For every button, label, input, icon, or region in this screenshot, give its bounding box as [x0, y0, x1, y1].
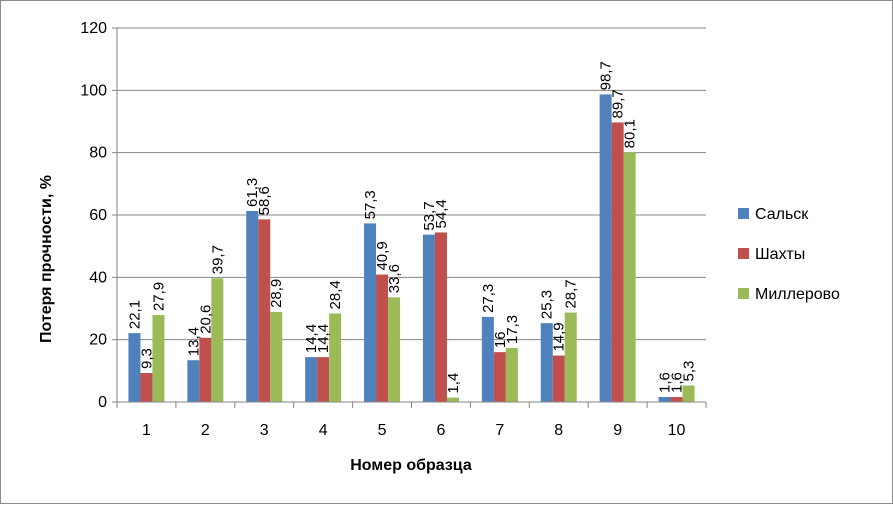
bar — [599, 94, 612, 402]
data-label: 89,7 — [610, 89, 627, 118]
data-label: 28,7 — [563, 279, 580, 308]
data-label: 54,4 — [433, 199, 450, 228]
bar — [422, 234, 435, 402]
data-label: 57,3 — [362, 190, 379, 219]
data-label: 1,4 — [445, 373, 462, 394]
bars — [128, 94, 695, 402]
data-label: 25,3 — [539, 290, 556, 319]
bar — [434, 232, 447, 402]
data-label: 14,4 — [315, 324, 332, 353]
x-tick-label: 2 — [201, 422, 210, 439]
data-label: 1,6 — [669, 372, 686, 393]
y-tick-label: 120 — [80, 20, 107, 37]
y-tick-label: 80 — [89, 145, 107, 162]
x-tick-label: 3 — [260, 422, 269, 439]
data-label: 14,9 — [551, 322, 568, 351]
x-axis-ticks: 1 2 3 4 5 6 7 8 9 10 — [116, 402, 707, 439]
x-tick-label: 7 — [495, 422, 504, 439]
bar — [128, 333, 141, 402]
bar — [211, 278, 224, 402]
bar — [540, 323, 553, 402]
data-label: 14,4 — [303, 324, 320, 353]
x-tick-label: 4 — [319, 422, 328, 439]
data-label: 39,7 — [209, 245, 226, 274]
x-axis-title: Номер образца — [350, 457, 472, 474]
data-label: 9,3 — [138, 348, 155, 369]
y-tick-label: 40 — [89, 269, 107, 286]
data-label: 33,6 — [386, 264, 403, 293]
bar — [670, 397, 683, 402]
x-tick-label: 5 — [378, 422, 387, 439]
bar — [505, 348, 518, 402]
bar — [329, 313, 342, 402]
bar — [552, 355, 565, 402]
data-label: 40,9 — [374, 241, 391, 270]
legend-swatch — [738, 208, 749, 219]
x-tick-label: 1 — [142, 422, 151, 439]
bar — [187, 360, 200, 402]
bar — [246, 210, 259, 402]
bar — [682, 385, 695, 402]
y-tick-label: 0 — [98, 394, 107, 411]
x-tick-label: 10 — [668, 422, 686, 439]
data-label: 53,7 — [421, 201, 438, 230]
data-label: 28,4 — [327, 280, 344, 309]
data-label: 17,3 — [504, 315, 521, 344]
data-label: 1,6 — [657, 372, 674, 393]
bar — [270, 311, 283, 402]
x-tick-label: 6 — [436, 422, 445, 439]
bar — [658, 397, 671, 402]
bar — [611, 122, 624, 402]
data-label: 58,6 — [256, 186, 273, 215]
y-tick-label: 60 — [89, 207, 107, 224]
legend-label: Шахты — [755, 246, 805, 263]
bar — [388, 297, 401, 402]
data-label: 13,4 — [185, 327, 202, 356]
data-label: 28,9 — [268, 279, 285, 308]
data-label: 61,3 — [244, 178, 261, 207]
bar — [564, 312, 577, 402]
bar — [258, 219, 271, 402]
legend-swatch — [738, 288, 749, 299]
y-axis-title: Потеря прочности, % — [38, 175, 55, 343]
bar — [446, 397, 459, 402]
data-label: 22,1 — [126, 300, 143, 329]
bar — [623, 152, 636, 402]
bar — [140, 373, 153, 402]
bar — [317, 357, 330, 402]
data-labels: 22,19,327,913,420,639,761,358,628,914,41… — [126, 61, 697, 393]
y-tick-label: 100 — [80, 82, 107, 99]
bar — [305, 357, 318, 402]
data-label: 16 — [492, 331, 509, 348]
x-tick-label: 9 — [613, 422, 622, 439]
data-label: 80,1 — [622, 119, 639, 148]
legend-label: Миллерово — [755, 286, 840, 303]
bar — [364, 223, 377, 402]
data-label: 5,3 — [681, 361, 698, 382]
legend-swatch — [738, 248, 749, 259]
y-tick-label: 20 — [89, 332, 107, 349]
bar — [376, 274, 389, 402]
legend-label: Сальск — [755, 206, 809, 223]
data-label: 27,9 — [150, 282, 167, 311]
y-axis-ticks: 0 20 40 60 80 100 120 — [80, 20, 117, 411]
legend: Сальск Шахты Миллерово — [738, 206, 840, 303]
bar — [493, 352, 506, 402]
x-tick-label: 8 — [554, 422, 563, 439]
bar — [481, 316, 494, 402]
bar — [152, 315, 165, 402]
bar — [199, 337, 212, 402]
data-label: 20,6 — [197, 305, 214, 334]
data-label: 27,3 — [480, 284, 497, 313]
data-label: 98,7 — [598, 61, 615, 90]
